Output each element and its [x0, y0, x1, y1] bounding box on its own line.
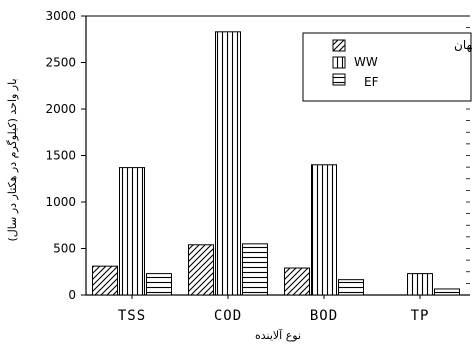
- legend-label-series-1: رواناب شهری اصفهان: [454, 38, 472, 53]
- bar-tp-series-3: [434, 288, 460, 296]
- bar-tp-series-2: [407, 273, 433, 296]
- bar-cod-series-3: [242, 243, 268, 296]
- x-tick-label: BOD: [310, 308, 338, 324]
- legend: رواناب شهری اصفهان WW EF: [302, 32, 472, 102]
- bar-bod-series-1: [284, 267, 310, 296]
- y-tick-label: 500: [53, 242, 76, 256]
- y-tick-label: 1500: [45, 149, 76, 163]
- legend-label-series-2: WW: [354, 55, 378, 69]
- legend-swatch-series-3: [332, 73, 346, 86]
- chart-bars: [92, 31, 460, 296]
- y-tick-label: 3000: [45, 9, 76, 23]
- chart-labels: 0 500 1000 1500 2000 2500 3000 TSS COD BOD TP: [45, 9, 430, 324]
- y-tick-label: 1000: [45, 195, 76, 209]
- bar-cod-series-2: [215, 31, 241, 296]
- legend-swatch-series-1: [332, 39, 346, 52]
- x-axis-title: نوع آلاینده: [255, 328, 301, 342]
- x-tick-label: COD: [214, 308, 242, 324]
- bar-tss-series-2: [119, 167, 145, 296]
- x-tick-label: TSS: [118, 308, 146, 324]
- y-tick-label: 0: [68, 288, 76, 302]
- bar-bod-series-3: [338, 279, 364, 296]
- legend-box: [302, 32, 472, 102]
- bar-tss-series-3: [146, 273, 172, 296]
- bar-cod-series-1: [188, 244, 214, 296]
- x-tick-label: TP: [411, 308, 430, 324]
- bar-bod-series-2: [311, 164, 337, 296]
- bar-tss-series-1: [92, 265, 118, 296]
- legend-label-series-3: EF: [364, 75, 379, 89]
- y-axis-title: بار واحد (کیلوگرم در هکتار در سال): [6, 78, 19, 241]
- legend-swatch-series-2: [332, 56, 346, 69]
- y-tick-label: 2500: [45, 56, 76, 70]
- y-tick-label: 2000: [45, 102, 76, 116]
